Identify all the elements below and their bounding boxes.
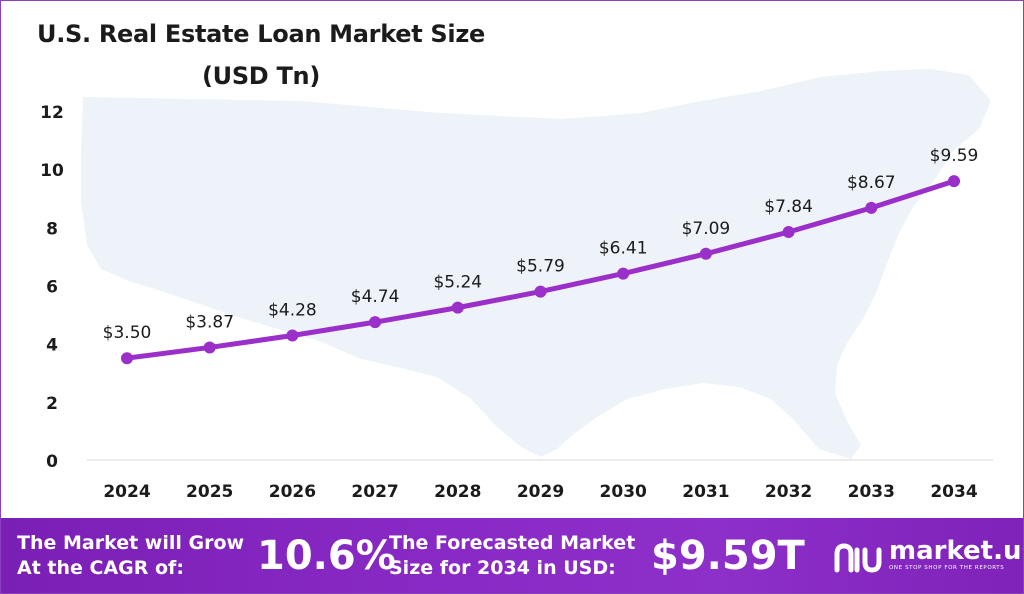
brand-name: market.us [889,536,1024,566]
y-tick-label: 8 [46,219,58,239]
data-point-marker [121,352,133,365]
data-value-label: $7.09 [682,219,731,239]
y-axis-ticks: 0 2 4 6 8 10 12 [40,103,64,472]
x-tick-label: 2031 [682,482,729,502]
data-point-marker [782,225,795,238]
data-value-label: $4.74 [351,287,400,307]
x-tick-label: 2024 [103,482,150,502]
data-point-marker [286,329,299,342]
x-tick-label: 2029 [517,482,564,502]
data-markers [121,175,960,365]
x-tick-label: 2033 [848,482,895,502]
data-point-marker [534,285,547,298]
data-point-marker [948,175,960,188]
cagr-caption-line2: At the CAGR of: [17,557,184,579]
data-point-marker [451,301,464,314]
data-labels: $3.50 $3.87 $4.28 $4.74 $5.24 $5.79 $6.41 $7.09… [103,146,979,343]
data-value-label: $3.50 [103,323,152,343]
forecast-value: $9.59T [651,533,805,579]
data-value-label: $8.67 [847,173,896,193]
brand-logo: market.us ONE STOP SHOP FOR THE REPORTS [833,536,1023,580]
x-tick-label: 2025 [186,482,233,502]
x-tick-label: 2030 [600,482,647,502]
data-value-label: $9.59 [930,146,979,166]
brand-tagline: ONE STOP SHOP FOR THE REPORTS [889,565,1005,571]
cagr-caption-line1: The Market will Grow [17,532,245,554]
y-tick-label: 0 [46,452,58,472]
y-tick-label: 2 [46,394,58,414]
y-tick-label: 4 [46,336,58,356]
x-tick-label: 2027 [351,482,398,502]
forecast-caption-line2: Size for 2034 in USD: [389,557,616,579]
data-point-marker [617,267,630,280]
cagr-value: 10.6% [257,533,396,579]
x-tick-label: 2026 [269,482,316,502]
forecast-caption-line1: The Forecasted Market [389,532,636,554]
data-value-label: $6.41 [599,239,648,259]
cagr-caption: The Market will Grow At the CAGR of: [17,531,244,581]
x-tick-label: 2034 [930,482,977,502]
y-tick-label: 10 [40,161,64,181]
y-tick-label: 12 [40,103,64,123]
x-axis-ticks: 2024 2025 2026 2027 2028 2029 2030 2031 2032 2033… [103,482,977,502]
x-tick-label: 2032 [765,482,812,502]
data-value-label: $4.28 [268,301,317,321]
data-point-marker [865,201,878,214]
data-value-label: $7.84 [764,197,813,217]
data-point-marker [699,247,712,260]
data-value-label: $5.79 [516,257,565,277]
x-tick-label: 2028 [434,482,481,502]
data-value-label: $5.24 [433,273,482,293]
forecast-caption: The Forecasted Market Size for 2034 in U… [389,531,635,581]
y-tick-label: 6 [46,278,58,298]
chart-title-main: U.S. Real Estate Loan Market Size [37,20,485,48]
chart-title-unit: (USD Tn) [201,62,321,90]
market-us-logo-icon [834,543,882,573]
usa-map-background [81,69,991,459]
data-point-marker [203,341,216,354]
chart-title: U.S. Real Estate Loan Market Size (USD T… [21,13,501,97]
footer-banner: The Market will Grow At the CAGR of: 10.… [1,518,1023,593]
data-point-marker [369,316,382,329]
data-value-label: $3.87 [185,312,234,332]
